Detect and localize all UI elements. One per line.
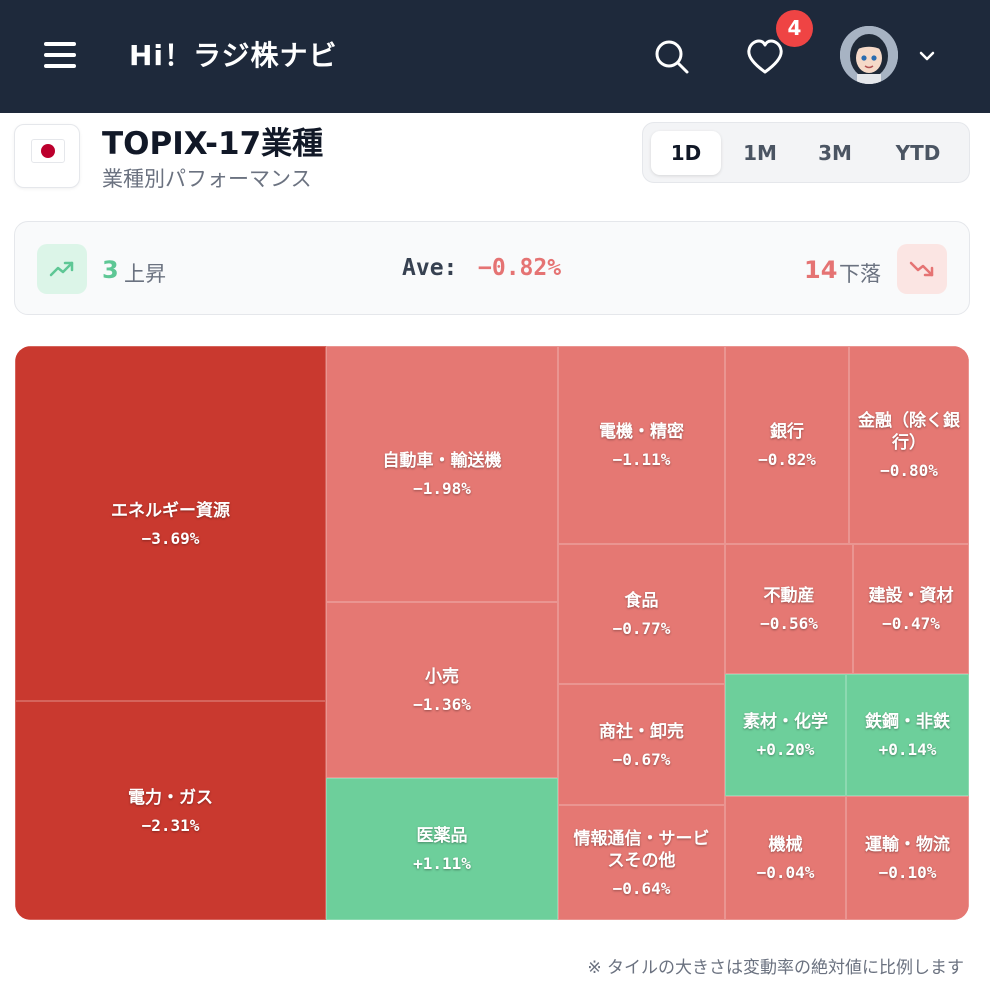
treemap-tile-electric-gas[interactable]: 電力・ガス −2.31% (15, 701, 326, 920)
range-tab-ytd[interactable]: YTD (895, 141, 941, 165)
treemap-tile-banks[interactable]: 銀行 −0.82% (725, 346, 849, 544)
range-tab-3m[interactable]: 3M (818, 141, 852, 165)
top-navigation-bar: Hi！ラジ株ナビ 4 (0, 0, 990, 113)
avatar[interactable] (840, 26, 898, 84)
treemap-tile-foods[interactable]: 食品 −0.77% (558, 544, 725, 684)
search-icon[interactable] (653, 38, 691, 76)
treemap-tile-automobiles[interactable]: 自動車・輸送機 −1.98% (326, 346, 558, 602)
treemap-tile-it-services[interactable]: 情報通信・サービスその他 −0.64% (558, 805, 725, 920)
treemap-tile-construction[interactable]: 建設・資材 −0.47% (853, 544, 969, 674)
range-tab-1d[interactable]: 1D (651, 131, 721, 175)
market-summary-bar: 3 上昇 Ave: −0.82% 14 下落 (14, 221, 970, 315)
japan-flag-icon (14, 124, 80, 188)
treemap-tile-pharmaceuticals[interactable]: 医薬品 +1.11% (326, 778, 558, 920)
menu-icon[interactable] (42, 38, 78, 72)
decliners-count: 14 (804, 256, 838, 284)
treemap-tile-transportation[interactable]: 運輸・物流 −0.10% (846, 796, 969, 920)
treemap-tile-machinery[interactable]: 機械 −0.04% (725, 796, 846, 920)
trending-up-icon (37, 244, 87, 294)
treemap-tile-electronics[interactable]: 電機・精密 −1.11% (558, 346, 725, 544)
treemap-tile-steel-nonferrous[interactable]: 鉄鋼・非鉄 +0.14% (846, 674, 969, 796)
treemap-tile-financials-ex-banks[interactable]: 金融（除く銀行） −0.80% (849, 346, 969, 544)
range-tab-1m[interactable]: 1M (743, 141, 777, 165)
heart-icon[interactable] (745, 37, 785, 77)
decliners-label: 下落 (839, 262, 881, 286)
treemap-footnote: ※ タイルの大きさは変動率の絶対値に比例します (587, 958, 964, 978)
chevron-down-icon[interactable] (916, 45, 938, 67)
treemap-tile-retail[interactable]: 小売 −1.36% (326, 602, 558, 778)
treemap-tile-energy[interactable]: エネルギー資源 −3.69% (15, 346, 326, 701)
page-subtitle: 業種別パフォーマンス (102, 167, 312, 191)
app-title: Hi！ラジ株ナビ (129, 39, 338, 72)
treemap-tile-real-estate[interactable]: 不動産 −0.56% (725, 544, 853, 674)
treemap-tile-materials-chemicals[interactable]: 素材・化学 +0.20% (725, 674, 846, 796)
advancers-count: 3 (102, 256, 119, 284)
advancers-label: 上昇 (124, 262, 166, 286)
average-value: −0.82% (478, 255, 562, 281)
time-range-selector: 1D 1M 3M YTD (642, 122, 970, 183)
treemap-tile-trading[interactable]: 商社・卸売 −0.67% (558, 684, 725, 805)
average-label: Ave: (402, 255, 458, 281)
page-title: TOPIX-17業種 (102, 126, 324, 162)
trending-down-icon (897, 244, 947, 294)
sector-treemap: エネルギー資源 −3.69% 電力・ガス −2.31% 自動車・輸送機 −1.9… (15, 346, 969, 920)
favorites-count-badge: 4 (776, 10, 813, 47)
